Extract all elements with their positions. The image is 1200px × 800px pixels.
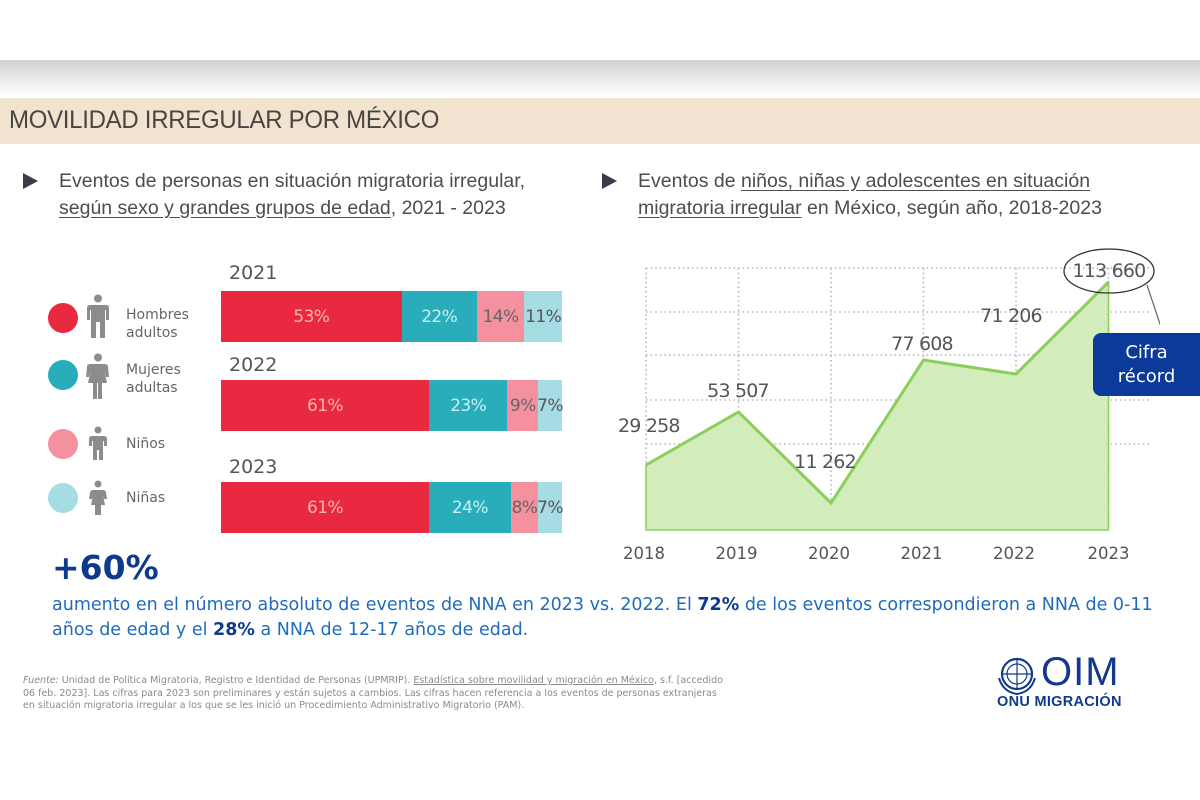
legend-swatch: [48, 360, 78, 390]
legend-label: Niñas: [126, 490, 166, 506]
summary-bold: 72%: [697, 595, 740, 615]
bullet-triangle-icon: [602, 173, 617, 189]
source-link[interactable]: Estadística sobre movilidad y migración …: [413, 675, 654, 686]
legend-label: Mujeres adultas: [126, 362, 181, 396]
un-emblem-icon: [998, 657, 1036, 696]
legend-swatch: [48, 483, 78, 513]
bar-row-2023: 61% 24% 8% 7%: [221, 482, 564, 533]
left-chart-heading: Eventos de personas en situación migrato…: [23, 168, 579, 222]
x-tick-label: 2023: [1088, 544, 1130, 563]
data-label: 11 262: [794, 451, 856, 473]
bar-segment: 23%: [429, 380, 508, 431]
x-tick-label: 2021: [901, 544, 943, 563]
legend-label: Niños: [126, 436, 166, 452]
bar-year-label: 2023: [229, 456, 278, 478]
x-axis-labels: 2018 2019 2020 2021 2022 2023: [623, 544, 1130, 563]
bar-segment: 8%: [510, 482, 539, 533]
bar-segment: 7%: [537, 380, 564, 431]
bar-row-2022: 61% 23% 9% 7%: [221, 380, 564, 431]
top-shadow-strip: [0, 60, 1200, 98]
footnote-text: Unidad de Política Migratoria, Registro …: [58, 675, 414, 686]
x-tick-label: 2018: [623, 544, 665, 563]
woman-icon: [86, 353, 109, 399]
bar-segment: 61%: [221, 380, 429, 431]
bar-segment: 9%: [507, 380, 539, 431]
record-highlight-ellipse: [1063, 248, 1155, 294]
footnote-label: Fuente:: [23, 675, 59, 686]
data-label: 53 507: [707, 380, 769, 402]
right-chart-heading: Eventos de niños, niñas y adolescentes e…: [602, 168, 1158, 222]
bullet-triangle-icon: [23, 173, 38, 189]
callout-connector: [1146, 284, 1160, 326]
man-icon: [87, 294, 109, 338]
oim-logo: OIM ONU MIGRACIÓN: [995, 650, 1145, 714]
stat-summary: aumento en el número absoluto de eventos…: [52, 593, 1162, 643]
data-label: 29 258: [618, 415, 680, 437]
bar-year-label: 2022: [229, 354, 278, 376]
x-tick-label: 2020: [808, 544, 850, 563]
bar-year-label: 2021: [229, 262, 278, 284]
heading-prefix: Eventos de: [638, 170, 741, 192]
bar-segment: 7%: [537, 482, 564, 533]
boy-icon: [89, 426, 107, 460]
value-labels: 29 258 53 507 11 262 77 608 71 206 113 660: [618, 260, 1146, 473]
bar-segment: 11%: [524, 291, 562, 342]
legend-label: Hombres adultos: [126, 307, 189, 341]
page-title: MOVILIDAD IRREGULAR POR MÉXICO: [9, 106, 440, 134]
summary-text: a NNA de 12-17 años de edad.: [254, 620, 529, 640]
x-tick-label: 2019: [716, 544, 758, 563]
legend-swatch: [48, 429, 78, 459]
x-tick-label: 2022: [993, 544, 1035, 563]
record-callout: Cifra récord: [1093, 333, 1200, 396]
logo-text: OIM: [1041, 650, 1120, 694]
heading-text: Eventos de personas en situación migrato…: [59, 170, 526, 192]
heading-underlined-1: niños, niñas y adolescentes en situación: [740, 170, 1091, 192]
bar-row-2021: 53% 22% 14% 11%: [221, 291, 562, 342]
bar-segment: 24%: [429, 482, 511, 533]
data-label: 113 660: [1073, 260, 1146, 282]
legend-swatch: [48, 303, 78, 333]
summary-text: aumento en el número absoluto de eventos…: [52, 595, 698, 615]
bar-segment: 61%: [221, 482, 429, 533]
summary-bold: 28%: [213, 620, 255, 640]
bar-segment: 22%: [401, 291, 477, 342]
source-footnote: Fuente: Unidad de Política Migratoria, R…: [23, 675, 723, 713]
area-chart: 29 258 53 507 11 262 77 608 71 206 113 660 20…: [618, 248, 1160, 563]
title-banner: MOVILIDAD IRREGULAR POR MÉXICO: [0, 98, 1200, 144]
heading-underlined-2: migratoria irregular: [638, 197, 802, 219]
heading-tail: en México, según año, 2018-2023: [801, 197, 1102, 219]
footnote-text: , s.f. [accedido 06 feb. 2023]. Las cifr…: [23, 675, 723, 711]
girl-icon: [89, 480, 107, 515]
stat-value: +60%: [52, 548, 159, 587]
bar-segment: 14%: [476, 291, 525, 342]
area-line: [645, 280, 1110, 506]
heading-underlined: según sexo y grandes grupos de edad: [59, 197, 391, 219]
logo-subtitle: ONU MIGRACIÓN: [997, 694, 1122, 710]
data-label: 71 206: [980, 305, 1042, 327]
summary-text: de los eventos correspondieron a NNA de …: [52, 595, 1153, 640]
data-label: 77 608: [891, 333, 953, 355]
bar-segment: 53%: [221, 291, 402, 342]
heading-tail: , 2021 - 2023: [390, 197, 506, 219]
